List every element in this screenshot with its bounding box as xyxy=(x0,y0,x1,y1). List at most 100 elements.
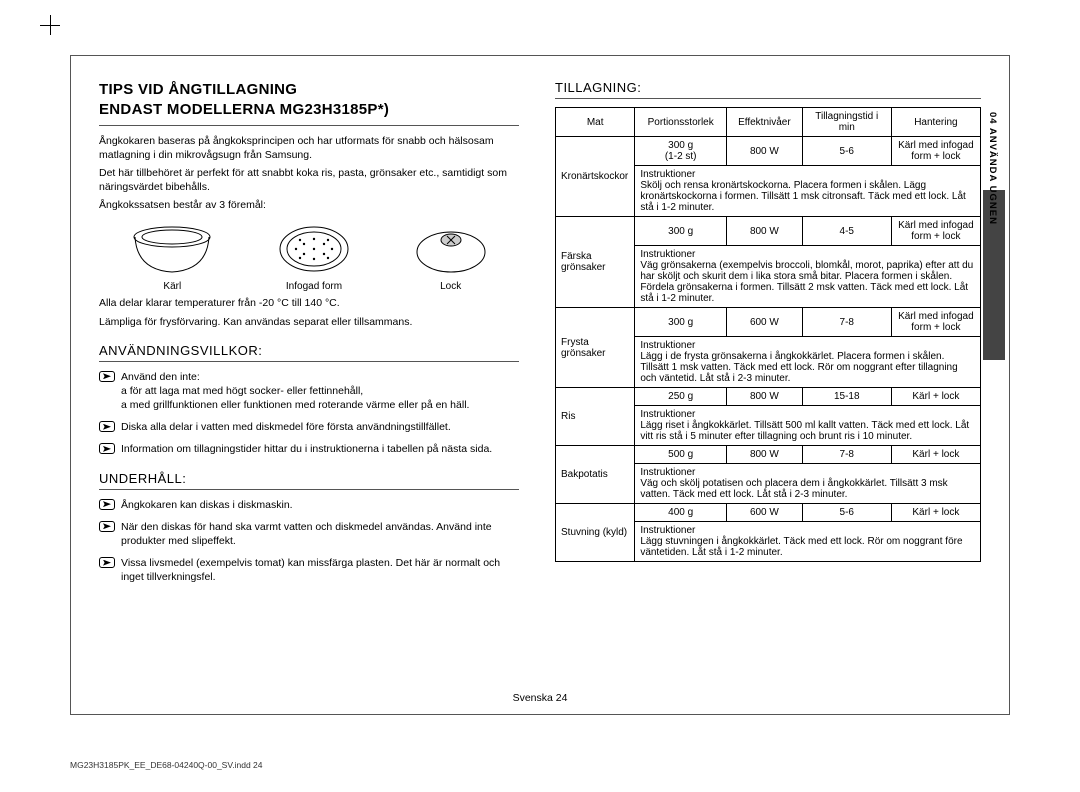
table-header-row: Mat Portionsstorlek Effektnivåer Tillagn… xyxy=(556,108,981,137)
intro-paragraph-3: Ångkokssatsen består av 3 föremål: xyxy=(99,198,519,212)
cell-food: Stuvning (kyld) xyxy=(556,504,635,562)
cell-instructions: InstruktionerSkölj och rensa kronärtskoc… xyxy=(635,166,981,217)
cell-instructions: InstruktionerVäg grönsakerna (exempelvis… xyxy=(635,246,981,308)
imprint-line: MG23H3185PK_EE_DE68-04240Q-00_SV.indd 24 xyxy=(70,760,263,770)
th-power: Effektnivåer xyxy=(727,108,803,137)
terms-text: Använd den inte: a för att laga mat med … xyxy=(121,371,469,411)
cell-instructions: InstruktionerVäg och skölj potatisen och… xyxy=(635,464,981,504)
figure-bowl: Kärl xyxy=(127,222,217,292)
bullet-icon xyxy=(99,499,115,510)
instructions-label: Instruktioner xyxy=(640,340,975,351)
cell-portion: 400 g xyxy=(635,504,727,522)
table-row: Bakpotatis500 g800 W7-8Kärl + lock xyxy=(556,446,981,464)
cell-food: Bakpotatis xyxy=(556,446,635,504)
cooking-heading: TILLAGNING: xyxy=(555,80,981,99)
cell-food: Ris xyxy=(556,388,635,446)
bullet-icon xyxy=(99,443,115,454)
instructions-text: Lägg riset i ångkokkärlet. Tillsätt 500 … xyxy=(640,420,975,442)
terms-item: Diska alla delar i vatten med diskmedel … xyxy=(99,420,519,434)
maintenance-item: Ångkokaren kan diskas i diskmaskin. xyxy=(99,498,519,512)
instructions-text: Väg och skölj potatisen och placera dem … xyxy=(640,478,975,500)
figure-insert-label: Infogad form xyxy=(286,281,342,292)
cell-handling: Kärl + lock xyxy=(891,504,980,522)
maintenance-item: Vissa livsmedel (exempelvis tomat) kan m… xyxy=(99,556,519,584)
figure-lid-label: Lock xyxy=(440,281,461,292)
instructions-text: Lägg stuvningen i ångkokkärlet. Täck med… xyxy=(640,536,975,558)
cell-power: 800 W xyxy=(727,446,803,464)
table-row: Stuvning (kyld)400 g600 W5-6Kärl + lock xyxy=(556,504,981,522)
bullet-icon xyxy=(99,421,115,432)
maintenance-text: Vissa livsmedel (exempelvis tomat) kan m… xyxy=(121,557,500,583)
instructions-label: Instruktioner xyxy=(640,467,975,478)
cell-time: 7-8 xyxy=(802,446,891,464)
table-row: Kronärtskockor300 g(1-2 st)800 W5-6Kärl … xyxy=(556,137,981,166)
terms-item: Använd den inte: a för att laga mat med … xyxy=(99,370,519,413)
cell-portion: 250 g xyxy=(635,388,727,406)
instructions-text: Väg grönsakerna (exempelvis broccoli, bl… xyxy=(640,260,975,304)
main-heading: TIPS VID ÅNGTILLAGNING ENDAST MODELLERNA… xyxy=(99,80,519,126)
cell-handling: Kärl + lock xyxy=(891,446,980,464)
instructions-text: Skölj och rensa kronärtskockorna. Placer… xyxy=(640,180,975,213)
bullet-icon xyxy=(99,521,115,532)
heading-line1: TIPS VID ÅNGTILLAGNING xyxy=(99,81,297,98)
terms-heading: ANVÄNDNINGSVILLKOR: xyxy=(99,343,519,362)
maintenance-text: När den diskas för hand ska varmt vatten… xyxy=(121,521,492,547)
cell-time: 15-18 xyxy=(802,388,891,406)
table-row: Färska grönsaker300 g800 W4-5Kärl med in… xyxy=(556,217,981,246)
instructions-label: Instruktioner xyxy=(640,409,975,420)
cell-portion: 300 g xyxy=(635,217,727,246)
intro-paragraph-2: Det här tillbehöret är perfekt för att s… xyxy=(99,166,519,194)
bullet-icon xyxy=(99,371,115,382)
heading-line2: ENDAST MODELLERNA MG23H3185P*) xyxy=(99,101,389,118)
cell-food: Kronärtskockor xyxy=(556,137,635,217)
temperature-note-1: Alla delar klarar temperaturer från -20 … xyxy=(99,296,519,310)
terms-text: Information om tillagningstider hittar d… xyxy=(121,443,492,455)
page-footer: Svenska 24 xyxy=(71,692,1009,704)
instructions-label: Instruktioner xyxy=(640,249,975,260)
crop-mark xyxy=(40,15,60,35)
cell-time: 4-5 xyxy=(802,217,891,246)
instructions-text: Lägg i de frysta grönsakerna i ångkokkär… xyxy=(640,351,975,384)
cooking-table: Mat Portionsstorlek Effektnivåer Tillagn… xyxy=(555,107,981,562)
bowl-icon xyxy=(127,222,217,277)
cell-handling: Kärl + lock xyxy=(891,388,980,406)
th-handling: Hantering xyxy=(891,108,980,137)
bullet-icon xyxy=(99,557,115,568)
figure-lid: Lock xyxy=(411,222,491,292)
cell-power: 600 W xyxy=(727,504,803,522)
cell-portion: 500 g xyxy=(635,446,727,464)
insert-icon xyxy=(274,222,354,277)
cell-food: Färska grönsaker xyxy=(556,217,635,308)
th-food: Mat xyxy=(556,108,635,137)
temperature-note-2: Lämpliga för frysförvaring. Kan användas… xyxy=(99,315,519,329)
figure-row: Kärl Infogad form xyxy=(99,222,519,292)
terms-text: Diska alla delar i vatten med diskmedel … xyxy=(121,421,451,433)
cell-power: 800 W xyxy=(727,388,803,406)
cell-handling: Kärl med infogad form + lock xyxy=(891,137,980,166)
terms-item: Information om tillagningstider hittar d… xyxy=(99,442,519,456)
left-column: TIPS VID ÅNGTILLAGNING ENDAST MODELLERNA… xyxy=(99,80,519,696)
instructions-label: Instruktioner xyxy=(640,169,975,180)
cell-instructions: InstruktionerLägg riset i ångkokkärlet. … xyxy=(635,406,981,446)
right-column: TILLAGNING: Mat Portionsstorlek Effektni… xyxy=(555,80,981,696)
maintenance-list: Ångkokaren kan diskas i diskmaskin. När … xyxy=(99,498,519,585)
cell-handling: Kärl med infogad form + lock xyxy=(891,308,980,337)
cell-power: 600 W xyxy=(727,308,803,337)
maintenance-item: När den diskas för hand ska varmt vatten… xyxy=(99,520,519,548)
cell-handling: Kärl med infogad form + lock xyxy=(891,217,980,246)
th-portion: Portionsstorlek xyxy=(635,108,727,137)
cell-portion: 300 g(1-2 st) xyxy=(635,137,727,166)
lid-icon xyxy=(411,222,491,277)
cell-time: 5-6 xyxy=(802,137,891,166)
th-time: Tillagningstid i min xyxy=(802,108,891,137)
table-row: Frysta grönsaker300 g600 W7-8Kärl med in… xyxy=(556,308,981,337)
cell-portion: 300 g xyxy=(635,308,727,337)
cell-instructions: InstruktionerLägg i de frysta grönsakern… xyxy=(635,337,981,388)
cell-power: 800 W xyxy=(727,137,803,166)
maintenance-heading: UNDERHÅLL: xyxy=(99,471,519,490)
table-row: Ris250 g800 W15-18Kärl + lock xyxy=(556,388,981,406)
terms-list: Använd den inte: a för att laga mat med … xyxy=(99,370,519,457)
cell-time: 5-6 xyxy=(802,504,891,522)
cell-instructions: InstruktionerLägg stuvningen i ångkokkär… xyxy=(635,522,981,562)
section-tab-label: 04 ANVÄNDA UGNEN xyxy=(987,112,998,225)
